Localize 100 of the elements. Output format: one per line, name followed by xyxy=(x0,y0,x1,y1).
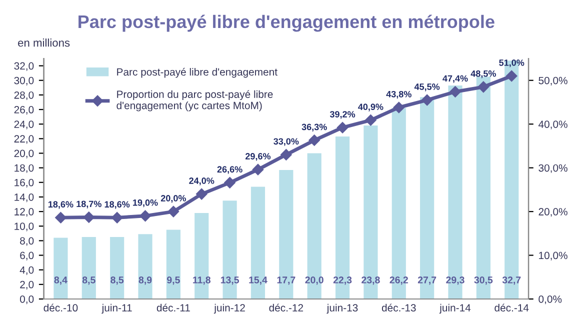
data-label: 8,4 xyxy=(54,276,68,285)
data-label: 40,9% xyxy=(358,104,384,112)
x-tick-label: déc.-11 xyxy=(156,304,190,312)
point xyxy=(421,94,433,106)
bar xyxy=(250,186,266,299)
point xyxy=(365,114,376,126)
bar xyxy=(166,230,180,299)
y-tick-label: 8,0 xyxy=(20,237,34,246)
point xyxy=(478,81,490,93)
y-tick-label: 30,0 xyxy=(14,76,34,86)
bar xyxy=(307,153,322,299)
point xyxy=(450,86,461,98)
y-tick-label: 14,0 xyxy=(14,193,34,202)
point xyxy=(506,70,518,82)
data-label: 17,7 xyxy=(277,276,296,285)
x-tick-label: déc.-13 xyxy=(382,304,416,312)
data-label: 18,6% xyxy=(104,201,130,209)
legend-label: Proportion du parc post-payé libre d'engagement (yc cartes MtoM) xyxy=(116,90,273,112)
bar xyxy=(420,97,434,299)
y-tick-label: 20,0 xyxy=(14,150,34,158)
data-label: 22,3 xyxy=(333,276,352,285)
data-label: 8,5 xyxy=(110,276,124,285)
x-tick-label: déc.-14 xyxy=(494,304,529,312)
y2-tick-label: 50,0% xyxy=(538,76,568,86)
point xyxy=(393,102,404,114)
data-label: 19,0% xyxy=(133,199,158,208)
point xyxy=(140,210,151,222)
y-tick-label: 24,0 xyxy=(14,120,34,130)
data-label: 29,6% xyxy=(245,153,271,161)
y2-tick-label: 20,0% xyxy=(538,208,568,217)
y-tick-label: 22,0 xyxy=(14,135,34,144)
data-label: 8,9 xyxy=(138,276,152,285)
x-tick-label: juin-14 xyxy=(439,304,471,314)
data-label: 39,2% xyxy=(330,111,356,119)
data-label: 18,6% xyxy=(48,201,74,209)
x-tick-label: déc.-12 xyxy=(269,304,304,312)
x-tick-label: juin-11 xyxy=(102,304,132,314)
data-label: 13,5 xyxy=(220,276,239,285)
data-label: 26,2 xyxy=(390,276,408,285)
bar xyxy=(392,108,406,299)
y-tick-label: 28,0 xyxy=(14,91,34,100)
legend-label: Parc post-payé libre d'engagement xyxy=(117,68,278,78)
y-tick-label: 6,0 xyxy=(20,252,34,260)
point xyxy=(168,206,180,218)
bar xyxy=(54,238,68,299)
point xyxy=(280,149,292,160)
bar xyxy=(194,213,209,299)
y-tick-label: 0,0 xyxy=(20,296,34,304)
point xyxy=(308,134,320,146)
data-label: 9,5 xyxy=(167,276,180,285)
y-tick-label: 12,0 xyxy=(14,208,34,217)
y2-tick-label: 0,0% xyxy=(538,296,562,304)
point xyxy=(224,177,236,188)
data-label: 48,5% xyxy=(470,70,496,78)
data-label: 30,5 xyxy=(474,276,493,285)
bar xyxy=(110,237,124,299)
y-tick-label: 2,0 xyxy=(20,280,34,290)
y2-tick-label: 10,0% xyxy=(539,252,568,260)
x-tick-label: déc.-10 xyxy=(44,304,78,312)
data-label: 15,4 xyxy=(249,276,268,285)
data-label: 27,7 xyxy=(418,276,436,285)
data-label: 11,8 xyxy=(193,276,211,285)
y2-tick-label: 40,0% xyxy=(538,120,568,130)
data-label: 20,0 xyxy=(305,276,324,285)
data-label: 51,0% xyxy=(499,59,524,68)
bar xyxy=(138,234,152,299)
bar xyxy=(364,126,378,299)
point xyxy=(336,122,348,134)
point xyxy=(252,164,264,176)
y-tick-label: 26,0 xyxy=(14,106,34,115)
bar xyxy=(279,170,294,299)
point xyxy=(83,212,94,223)
data-label: 43,8% xyxy=(386,90,412,99)
y-tick-label: 18,0 xyxy=(14,164,34,173)
y-tick-label: 10,0 xyxy=(14,222,34,232)
y-tick-label: 16,0 xyxy=(14,178,34,188)
data-label: 36,3% xyxy=(302,124,327,132)
bar xyxy=(222,200,237,299)
x-tick-label: juin-13 xyxy=(326,304,358,314)
data-label: 26,6% xyxy=(217,166,242,174)
data-label: 45,5% xyxy=(414,84,440,92)
bar xyxy=(82,237,96,299)
y2-tick-label: 30,0% xyxy=(538,164,568,173)
x-tick-label: juin-12 xyxy=(214,304,245,314)
point xyxy=(111,212,123,224)
chart-title: Parc post-payé libre d'engagement en métropole xyxy=(78,14,494,32)
data-label: 33,0% xyxy=(274,138,299,146)
data-label: 23,8 xyxy=(362,276,380,285)
data-label: 47,4% xyxy=(442,75,468,83)
y-tick-label: 4,0 xyxy=(20,266,34,275)
data-label: 32,7 xyxy=(502,276,521,285)
y-axis-title: en millions xyxy=(18,38,70,47)
bar xyxy=(335,136,350,299)
y-tick-label: 32,0 xyxy=(14,62,34,71)
point xyxy=(55,212,66,224)
data-label: 20,0% xyxy=(160,195,186,203)
data-label: 29,3 xyxy=(446,276,464,285)
bar xyxy=(448,85,462,299)
data-label: 18,7% xyxy=(76,200,102,208)
data-label: 24,0% xyxy=(189,178,214,186)
